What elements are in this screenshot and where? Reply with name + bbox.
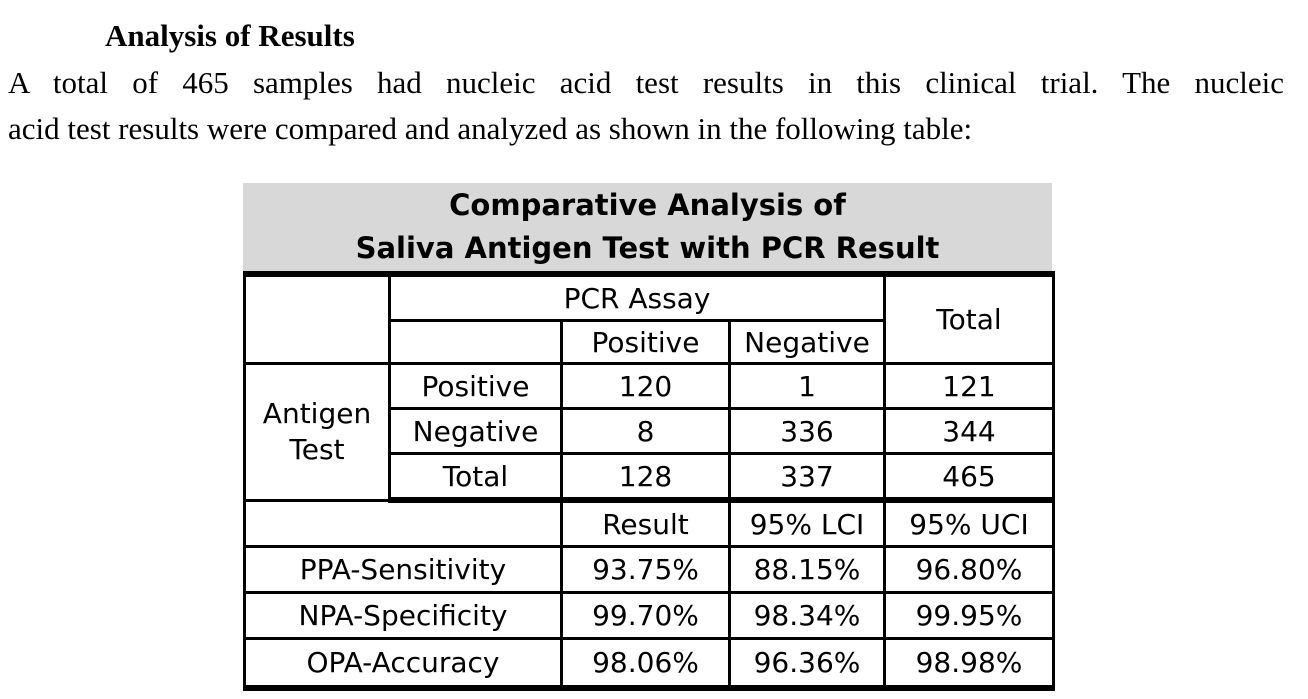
table-title: Comparative Analysis of Saliva Antigen T… xyxy=(243,183,1052,271)
uci-header-cell: 95% UCI xyxy=(883,498,1055,548)
empty-corner-cell xyxy=(243,271,391,365)
stat-label-cell: NPA-Specificity xyxy=(243,591,563,640)
count-cell: 344 xyxy=(883,407,1055,455)
stat-value-cell: 96.36% xyxy=(728,637,886,691)
count-cell: 337 xyxy=(728,452,886,503)
row-label-cell: Positive xyxy=(388,362,563,410)
stat-value-cell: 98.98% xyxy=(883,637,1055,691)
antigen-test-group-cell: Antigen Test xyxy=(243,362,391,502)
row-label-cell: Negative xyxy=(388,407,563,455)
count-cell: 1 xyxy=(728,362,886,410)
comparison-table: Comparative Analysis of Saliva Antigen T… xyxy=(243,183,1055,691)
stat-value-cell: 88.15% xyxy=(728,545,886,594)
intro-paragraph-line-1: A total of 465 samples had nucleic acid … xyxy=(8,65,1284,100)
intro-paragraph: A total of 465 samples had nucleic acid … xyxy=(8,60,1284,152)
stat-value-cell: 99.70% xyxy=(560,591,731,640)
antigen-test-label-line-2: Test xyxy=(289,432,345,466)
count-cell: 120 xyxy=(560,362,731,410)
pcr-negative-header-cell: Negative xyxy=(728,319,886,365)
stat-value-cell: 98.34% xyxy=(728,591,886,640)
antigen-test-label-line-1: Antigen xyxy=(262,396,372,430)
count-cell: 121 xyxy=(883,362,1055,410)
intro-paragraph-line-2: acid test results were compared and anal… xyxy=(8,111,973,146)
total-column-header-cell: Total xyxy=(883,271,1055,365)
page-title: Analysis of Results xyxy=(105,18,355,53)
count-cell: 336 xyxy=(728,407,886,455)
stat-value-cell: 93.75% xyxy=(560,545,731,594)
stat-label-cell: OPA-Accuracy xyxy=(243,637,563,691)
lci-header-cell: 95% LCI xyxy=(728,498,886,548)
count-cell: 128 xyxy=(560,452,731,503)
row-label-cell: Total xyxy=(388,452,563,503)
comparison-table-grid: PCR Assay Total Positive Negative Antige… xyxy=(243,271,1055,691)
table-title-line-2: Saliva Antigen Test with PCR Result xyxy=(355,231,940,265)
stat-value-cell: 99.95% xyxy=(883,591,1055,640)
empty-stats-header-cell xyxy=(243,498,563,548)
pcr-assay-header-cell: PCR Assay xyxy=(388,271,886,322)
table-title-line-1: Comparative Analysis of xyxy=(449,188,846,222)
stat-label-cell: PPA-Sensitivity xyxy=(243,545,563,594)
result-header-cell: Result xyxy=(560,498,731,548)
count-cell: 8 xyxy=(560,407,731,455)
stat-value-cell: 96.80% xyxy=(883,545,1055,594)
stat-value-cell: 98.06% xyxy=(560,637,731,691)
count-cell: 465 xyxy=(883,452,1055,503)
pcr-positive-header-cell: Positive xyxy=(560,319,731,365)
empty-subheader-cell xyxy=(388,319,563,365)
